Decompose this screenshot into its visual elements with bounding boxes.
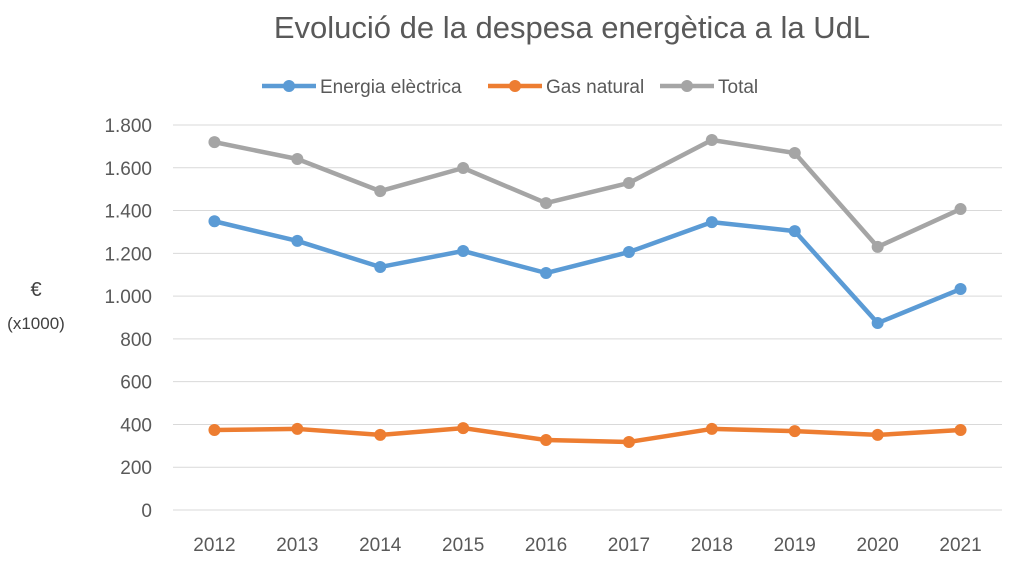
data-point xyxy=(954,203,967,216)
y-axis-unit: (x1000) xyxy=(7,314,65,333)
data-point xyxy=(291,422,304,435)
data-point xyxy=(788,225,801,238)
y-tick-label: 1.800 xyxy=(104,116,152,137)
data-point xyxy=(871,317,884,330)
y-tick-label: 200 xyxy=(120,458,152,479)
x-tick-label: 2016 xyxy=(525,535,567,556)
legend-item: Gas natural xyxy=(488,77,644,98)
data-point xyxy=(457,422,470,435)
data-point xyxy=(954,424,967,437)
data-point xyxy=(208,215,221,228)
y-tick-label: 1.400 xyxy=(104,202,152,223)
y-tick-label: 1.600 xyxy=(104,159,152,180)
legend-marker xyxy=(681,80,693,92)
series-line xyxy=(213,219,962,326)
data-point xyxy=(705,422,718,435)
y-tick-label: 800 xyxy=(120,330,152,351)
series-line xyxy=(214,137,962,250)
data-point xyxy=(788,147,801,160)
y-tick-label: 0 xyxy=(141,501,152,522)
series-line xyxy=(214,425,961,445)
data-point xyxy=(208,136,221,149)
x-tick-label: 2017 xyxy=(608,535,650,556)
x-tick-label: 2014 xyxy=(359,535,402,556)
chart-title: Evolució de la despesa energètica a la U… xyxy=(274,10,870,45)
data-point xyxy=(871,428,884,441)
y-tick-label: 1.200 xyxy=(104,244,152,265)
y-tick-label: 400 xyxy=(120,415,152,436)
data-point xyxy=(705,133,718,146)
series-2 xyxy=(208,133,967,253)
x-tick-label: 2019 xyxy=(774,535,816,556)
data-point xyxy=(374,428,387,441)
data-point xyxy=(705,216,718,229)
data-point xyxy=(374,185,387,198)
data-point xyxy=(540,197,553,210)
data-point xyxy=(457,161,470,174)
y-tick-label: 1.000 xyxy=(104,287,152,308)
x-tick-label: 2013 xyxy=(276,535,318,556)
data-point xyxy=(622,176,635,189)
data-point xyxy=(457,244,470,257)
series-1 xyxy=(208,422,967,448)
y-axis-label: € xyxy=(30,279,41,301)
data-point xyxy=(871,240,884,253)
data-point xyxy=(540,267,553,280)
data-point xyxy=(374,261,387,274)
data-point xyxy=(208,424,221,437)
x-tick-label: 2018 xyxy=(691,535,733,556)
legend-marker xyxy=(283,80,295,92)
legend-item: Total xyxy=(660,77,758,98)
legend-marker xyxy=(509,80,521,92)
data-point xyxy=(291,153,304,166)
data-point xyxy=(291,234,304,247)
x-tick-label: 2012 xyxy=(193,535,235,556)
legend-label: Total xyxy=(718,77,758,98)
data-point xyxy=(540,434,553,447)
data-point xyxy=(622,246,635,259)
x-tick-label: 2021 xyxy=(939,535,981,556)
legend-label: Gas natural xyxy=(546,77,644,98)
x-tick-label: 2020 xyxy=(857,535,899,556)
legend-item: Energia elèctrica xyxy=(262,77,462,98)
data-point xyxy=(622,435,635,448)
y-tick-label: 600 xyxy=(120,373,152,394)
data-point xyxy=(954,283,967,296)
legend-label: Energia elèctrica xyxy=(320,77,462,98)
data-point xyxy=(788,425,801,438)
series-0 xyxy=(208,215,967,330)
x-tick-label: 2015 xyxy=(442,535,484,556)
